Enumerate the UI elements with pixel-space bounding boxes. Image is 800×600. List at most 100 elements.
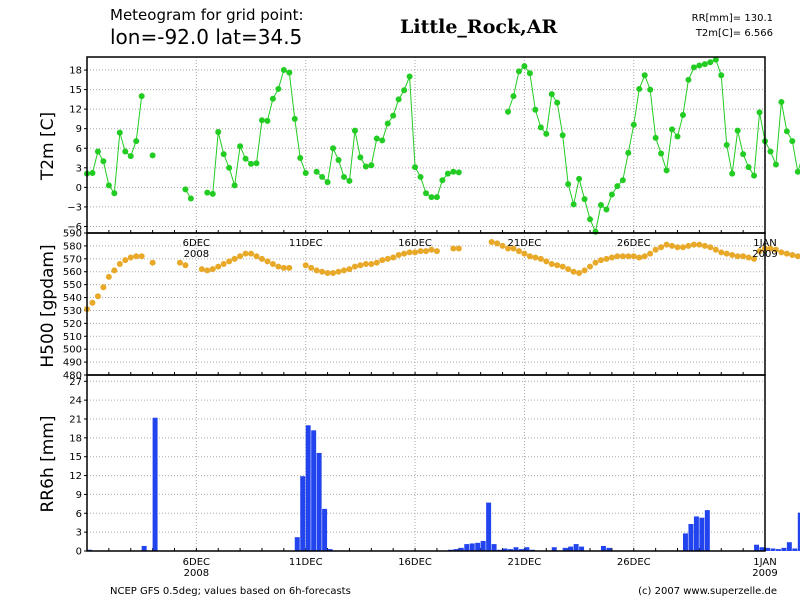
- rr6h-bar: [562, 547, 568, 551]
- t2m-point: [373, 135, 380, 142]
- h500-point: [105, 273, 112, 280]
- h500-point: [406, 249, 413, 256]
- t2m-point: [723, 142, 730, 148]
- h500-point: [127, 254, 134, 261]
- y-tick-label: 21: [69, 415, 82, 426]
- rr6h-bar: [305, 425, 311, 551]
- t2m-point: [357, 154, 364, 161]
- t2m-point: [231, 182, 238, 189]
- h500-point: [231, 255, 238, 262]
- t2m-point: [505, 108, 512, 115]
- rr6h-bar: [311, 430, 317, 551]
- t2m-point: [603, 206, 610, 213]
- h500-point: [515, 248, 522, 255]
- h500-point: [663, 241, 670, 248]
- y-tick-label: 490: [63, 358, 82, 369]
- h500-point: [647, 250, 654, 257]
- t2m-point: [253, 160, 260, 167]
- t2m-point: [740, 151, 747, 158]
- t2m-point: [330, 145, 337, 152]
- h500-point: [94, 293, 101, 300]
- date-label: 26DEC: [617, 238, 651, 249]
- y-tick-label: 570: [63, 254, 82, 265]
- h500-point: [597, 257, 604, 264]
- t2m-point: [690, 64, 697, 71]
- y-tick-label: 590: [63, 229, 82, 240]
- t2m-point: [122, 148, 129, 155]
- rr6h-bar: [518, 549, 524, 551]
- h500-point: [308, 264, 315, 271]
- t2m-axis-label: T2m [C]: [38, 112, 58, 181]
- h500-point: [751, 255, 758, 262]
- h500-point: [138, 253, 145, 260]
- y-tick-label: 3: [76, 163, 82, 174]
- h500-point: [100, 284, 107, 291]
- t2m-point: [554, 99, 561, 106]
- t2m-point: [794, 168, 800, 175]
- t2m-point: [789, 138, 796, 145]
- t2m-point: [248, 160, 255, 167]
- t2m-point: [335, 156, 342, 163]
- h500-point: [209, 266, 216, 273]
- t2m-point: [526, 70, 533, 77]
- rr6h-bar: [475, 542, 481, 551]
- rr6h-bar: [770, 548, 776, 551]
- h500-point: [182, 262, 189, 269]
- t2m-point: [138, 93, 145, 100]
- y-tick-label: 12: [69, 471, 82, 482]
- title-line1: Meteogram for grid point:: [110, 6, 304, 24]
- t2m-point: [417, 173, 424, 180]
- t2m-point: [565, 181, 572, 188]
- h500-point: [275, 263, 282, 270]
- t2m-point: [412, 164, 419, 171]
- t2m-point: [756, 109, 763, 116]
- y-tick-label: 0: [76, 547, 82, 558]
- t2m-point: [351, 127, 358, 134]
- h500-point: [412, 249, 419, 256]
- rr6h-bar: [458, 547, 464, 551]
- t2m-point: [149, 152, 156, 159]
- t2m-point: [521, 63, 528, 70]
- t2m-point: [663, 167, 670, 174]
- t2m-point: [679, 112, 686, 119]
- t2m-point: [215, 128, 222, 135]
- rr6h-bar: [469, 543, 475, 551]
- date-label: 21DEC: [508, 557, 542, 568]
- rr6h-bar: [294, 537, 300, 551]
- t2m-point: [237, 143, 244, 150]
- h500-point: [794, 253, 800, 260]
- t2m-point: [543, 130, 550, 137]
- t2m-point: [242, 155, 249, 162]
- t2m-point: [778, 98, 785, 105]
- h500-point: [641, 253, 648, 260]
- t2m-point: [258, 117, 265, 124]
- rr6h-bar: [606, 547, 612, 551]
- y-tick-label: 9: [76, 490, 82, 501]
- t2m-point: [94, 148, 101, 155]
- t2m-point: [734, 127, 741, 134]
- y-tick-label: 0: [76, 183, 82, 194]
- t2m-point: [319, 173, 326, 180]
- y-tick-label: 510: [63, 332, 82, 343]
- h500-point: [253, 253, 260, 260]
- t2m-point: [532, 106, 539, 113]
- t2m-point: [340, 173, 347, 180]
- h500-point: [707, 244, 714, 251]
- date-label: 11DEC: [289, 557, 323, 568]
- rr6h-bar: [693, 516, 699, 551]
- year-label: 2008: [184, 249, 209, 260]
- h500-point: [488, 239, 495, 246]
- rr6h-bar: [765, 547, 770, 551]
- rr6h-bar: [508, 549, 513, 551]
- y-tick-label: −6: [67, 222, 82, 233]
- rr6h-bar: [781, 547, 787, 551]
- t2m-point: [291, 115, 298, 122]
- t2m-point: [685, 76, 692, 83]
- t2m-point: [204, 189, 211, 196]
- h500-point: [510, 245, 517, 252]
- h500-point: [237, 253, 244, 260]
- h500-point: [423, 248, 429, 255]
- t2m-point: [428, 194, 435, 201]
- h500-point: [712, 246, 719, 253]
